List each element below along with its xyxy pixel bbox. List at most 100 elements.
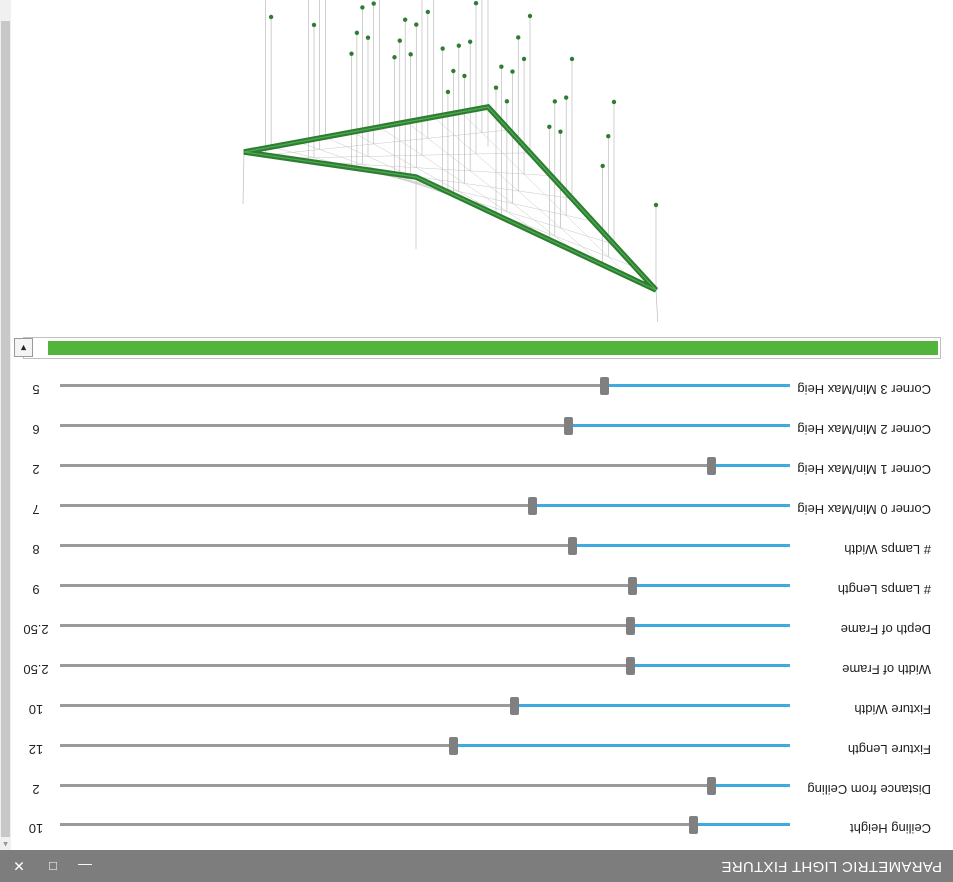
scrollbar-thumb[interactable] xyxy=(1,21,10,837)
lamp-bulb xyxy=(467,39,473,44)
slider-row-distance-from-ceiling: Distance from Ceiling 2 xyxy=(11,774,953,800)
lamp-bulb xyxy=(510,69,515,74)
slider-value: 2 xyxy=(32,782,40,797)
grid-line xyxy=(372,170,615,245)
lamp-bulb xyxy=(547,124,552,129)
slider-thumb[interactable] xyxy=(528,497,538,515)
slider-row-depth-of-frame: Depth of Frame 2.50 xyxy=(11,614,953,640)
slider-row-ceiling-height: Ceiling Height 10 xyxy=(11,813,953,839)
slider-fill xyxy=(533,504,790,507)
lamp-bulb xyxy=(365,35,371,40)
vertical-scrollbar[interactable]: ▲ xyxy=(0,0,11,850)
slider-fill xyxy=(630,624,790,627)
maximize-button[interactable]: □ xyxy=(49,859,57,874)
grid-line xyxy=(286,152,531,159)
slider-value: 9 xyxy=(32,582,40,597)
lamp-bulb xyxy=(558,129,563,134)
slider-value: 6 xyxy=(32,422,40,437)
lamp-bulb xyxy=(408,52,413,57)
lamp-bulb xyxy=(521,56,527,62)
lamp-bulb xyxy=(440,46,445,51)
slider-label: Fixture Length xyxy=(847,742,931,757)
lamp-bulb xyxy=(473,1,479,6)
suspension-wire xyxy=(242,151,245,205)
progress-panel: ▼ xyxy=(14,337,941,359)
slider-fill xyxy=(693,823,790,826)
slider-thumb[interactable] xyxy=(625,617,635,635)
lamp-bulb xyxy=(371,1,376,6)
slider-label: Ceiling Height xyxy=(850,821,931,836)
slider-label: Depth of Frame xyxy=(840,622,931,637)
lamp-bulb xyxy=(606,133,611,139)
lamp-bulb xyxy=(499,64,504,69)
slider-fill xyxy=(711,464,790,467)
lamp-bulb xyxy=(456,43,462,48)
slider-value: 10 xyxy=(28,821,44,836)
lamp-bulb xyxy=(493,85,499,90)
3d-viewport[interactable] xyxy=(11,0,953,346)
slider-label: Corner 1 Min/Max Heig xyxy=(797,462,931,477)
slider-fill xyxy=(711,784,790,787)
lamp-bulb xyxy=(354,30,360,35)
slider-track[interactable] xyxy=(60,823,790,826)
slider-thumb[interactable] xyxy=(563,417,573,435)
slider-label: Corner 3 Min/Max Heig xyxy=(797,382,931,397)
slider-value: 12 xyxy=(28,742,44,757)
slider-thumb[interactable] xyxy=(449,737,459,755)
lamp-bulb xyxy=(552,99,558,104)
title-bar: PARAMETRIC LIGHT FIXTURE — □ ✕ xyxy=(0,850,953,882)
collapse-panel-button[interactable]: ▼ xyxy=(14,338,33,357)
slider-value: 2 xyxy=(32,462,40,477)
slider-value: 7 xyxy=(32,502,40,517)
slider-label: Corner 0 Min/Max Heig xyxy=(797,502,931,517)
lamp-bulb xyxy=(527,13,533,19)
lamp-bulb xyxy=(653,202,659,208)
slider-value: 2.50 xyxy=(23,662,49,677)
lamp-bulb xyxy=(611,99,617,105)
lamp-bulb xyxy=(504,99,510,104)
grid-line xyxy=(265,129,510,156)
lamp-bulb xyxy=(397,38,402,43)
slider-row-width-of-frame: Width of Frame 2.50 xyxy=(11,654,953,680)
fixture-frame-highlight xyxy=(243,106,657,291)
close-button[interactable]: ✕ xyxy=(13,858,25,874)
slider-fill xyxy=(568,424,790,427)
lamp-bulb xyxy=(445,89,451,95)
slider-value: 2.50 xyxy=(23,622,49,637)
lamp-bulb xyxy=(600,163,605,169)
slider-track[interactable] xyxy=(60,464,790,467)
minimize-button[interactable]: — xyxy=(78,858,92,874)
slider-thumb[interactable] xyxy=(628,577,638,595)
lamp-bulb xyxy=(311,22,317,28)
slider-thumb[interactable] xyxy=(706,457,716,475)
slider-thumb[interactable] xyxy=(706,777,716,795)
scroll-up-arrow-icon[interactable]: ▲ xyxy=(1,840,10,849)
slider-track[interactable] xyxy=(60,784,790,787)
slider-thumb[interactable] xyxy=(509,697,519,715)
lamp-bulb xyxy=(268,14,274,20)
lamp-bulb xyxy=(569,56,575,62)
slider-thumb[interactable] xyxy=(600,377,610,395)
slider-fill xyxy=(605,384,790,387)
slider-fill xyxy=(630,664,790,667)
slider-thumb[interactable] xyxy=(625,657,635,675)
slider-value: 10 xyxy=(28,702,44,717)
suspension-wire xyxy=(655,289,660,346)
lamp-bulb xyxy=(402,17,408,22)
slider-label: Corner 2 Min/Max Heig xyxy=(797,422,931,437)
slider-label: Fixture Width xyxy=(854,702,931,717)
lamp-bulb xyxy=(462,73,467,79)
slider-row-corner-2: Corner 2 Min/Max Heig 6 xyxy=(11,414,953,440)
slider-thumb[interactable] xyxy=(568,537,578,555)
slider-fill xyxy=(514,704,790,707)
slider-thumb[interactable] xyxy=(688,816,698,834)
progress-bar xyxy=(48,341,938,355)
slider-row-fixture-length: Fixture Length 12 xyxy=(11,734,953,760)
slider-row-corner-1: Corner 1 Min/Max Heig 2 xyxy=(11,454,953,480)
slider-fill xyxy=(573,544,790,547)
grid-line xyxy=(351,167,594,222)
lamp-bulb xyxy=(425,9,431,15)
fixture-preview[interactable] xyxy=(11,0,953,346)
slider-row-lamps-width: # Lamps Width 8 xyxy=(11,534,953,560)
